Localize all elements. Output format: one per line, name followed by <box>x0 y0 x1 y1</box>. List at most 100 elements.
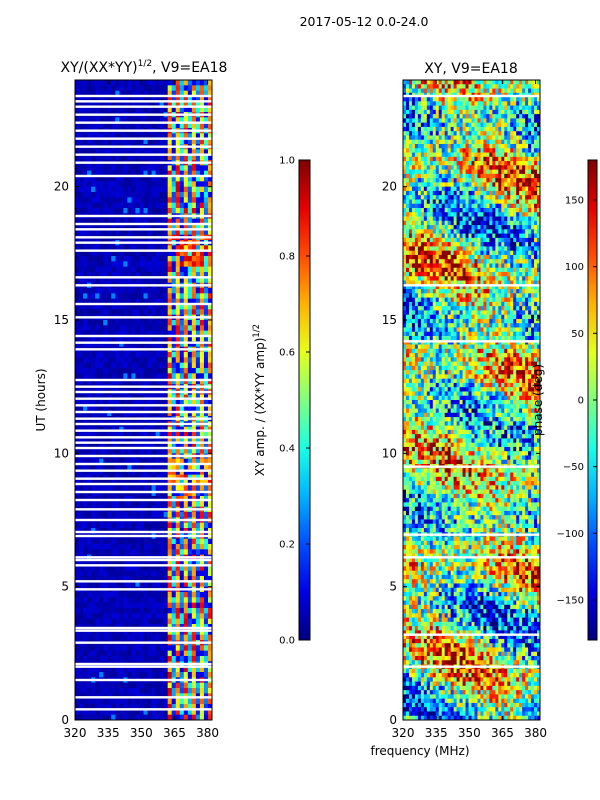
heatmap-cell <box>135 666 140 673</box>
heatmap-cell <box>155 256 161 262</box>
heatmap-cell <box>187 256 193 262</box>
heatmap-cell <box>83 357 88 364</box>
heatmap-cell <box>183 245 189 252</box>
heatmap-cell <box>139 288 144 294</box>
heatmap-cell <box>103 304 108 310</box>
heatmap-cell <box>91 442 96 449</box>
heatmap-cell <box>143 490 148 497</box>
heatmap-cell <box>525 114 529 119</box>
heatmap-cell <box>115 106 120 113</box>
heatmap-cell <box>167 357 173 364</box>
heatmap-cell <box>111 549 116 556</box>
heatmap-cell <box>456 88 460 94</box>
heatmap-cell <box>405 122 410 128</box>
heatmap-cell <box>159 256 165 262</box>
heatmap-cell <box>203 634 209 641</box>
heatmap-cell <box>103 405 108 412</box>
heatmap-cell <box>495 101 499 106</box>
heatmap-cell <box>187 261 193 268</box>
heatmap-cell <box>139 176 144 182</box>
heatmap-cell <box>429 144 434 149</box>
heatmap-cell <box>119 368 124 374</box>
heatmap-cell <box>199 634 205 641</box>
heatmap-cell <box>79 176 84 182</box>
heatmap-cell <box>119 218 124 225</box>
heatmap-cell <box>159 565 165 572</box>
heatmap-cell <box>135 202 140 209</box>
heatmap-cell <box>155 618 161 625</box>
heatmap-cell <box>408 97 413 102</box>
heatmap-cell <box>119 442 124 449</box>
heatmap-cell <box>417 80 422 85</box>
heatmap-cell <box>103 336 108 342</box>
heatmap-cell <box>171 592 177 598</box>
heatmap-cell <box>414 139 419 145</box>
heatmap-cell <box>155 645 161 652</box>
heatmap-cell <box>135 186 140 193</box>
heatmap-cell <box>107 490 112 497</box>
heatmap-cell <box>483 118 487 124</box>
heatmap-cell <box>486 118 490 124</box>
heatmap-cell <box>492 109 496 115</box>
heatmap-cell <box>79 714 84 721</box>
heatmap-cell <box>103 309 108 316</box>
heatmap-cell <box>115 629 120 636</box>
heatmap-cell <box>510 118 514 124</box>
heatmap-cell <box>183 256 189 262</box>
heatmap-cell <box>147 618 152 625</box>
heatmap-cell <box>426 139 431 145</box>
heatmap-cell <box>453 122 458 128</box>
heatmap-cell <box>423 118 428 124</box>
heatmap-cell <box>95 245 100 252</box>
heatmap-cell <box>462 84 466 89</box>
heatmap-cell <box>87 320 92 326</box>
heatmap-cell <box>465 105 469 111</box>
heatmap-cell <box>119 629 124 636</box>
heatmap-cell <box>414 80 419 85</box>
heatmap-cell <box>483 126 487 132</box>
heatmap-cell <box>155 570 161 577</box>
heatmap-cell <box>91 629 96 636</box>
heatmap-cell <box>143 256 148 262</box>
heatmap-cell <box>127 458 132 465</box>
heatmap-cell <box>179 170 185 177</box>
heatmap-cell <box>187 229 193 236</box>
heatmap-cell <box>123 149 128 156</box>
heatmap-cell <box>83 325 88 332</box>
heatmap-cell <box>183 170 189 177</box>
heatmap-cell <box>507 118 511 124</box>
heatmap-cell <box>79 250 84 257</box>
heatmap-cell <box>135 581 140 588</box>
heatmap-cell <box>95 298 100 305</box>
heatmap-cell <box>537 135 541 141</box>
heatmap-cell <box>103 469 108 476</box>
heatmap-cell <box>155 117 161 124</box>
heatmap-cell <box>147 341 152 348</box>
heatmap-cell <box>91 266 96 273</box>
heatmap-cell <box>143 272 148 278</box>
heatmap-cell <box>139 469 144 476</box>
heatmap-cell <box>471 144 475 149</box>
heatmap-cell <box>486 131 490 136</box>
heatmap-cell <box>203 181 209 188</box>
heatmap-cell <box>151 133 156 140</box>
heatmap-cell <box>175 570 181 577</box>
heatmap-cell <box>489 131 493 136</box>
heatmap-cell <box>191 378 197 385</box>
heatmap-cell <box>135 570 140 577</box>
heatmap-cell <box>87 656 92 662</box>
heatmap-cell <box>195 448 201 454</box>
heatmap-cell <box>127 560 132 566</box>
heatmap-cell <box>167 90 173 97</box>
heatmap-cell <box>159 250 165 257</box>
heatmap-cell <box>171 688 177 694</box>
heatmap-cell <box>83 320 88 326</box>
heatmap-cell <box>159 192 165 198</box>
heatmap-cell <box>103 256 108 262</box>
heatmap-cell <box>95 261 100 268</box>
heatmap-cell <box>199 464 205 470</box>
heatmap-cell <box>187 218 193 225</box>
heatmap-cell <box>159 544 165 550</box>
heatmap-cell <box>435 101 440 106</box>
heatmap-cell <box>107 592 112 598</box>
